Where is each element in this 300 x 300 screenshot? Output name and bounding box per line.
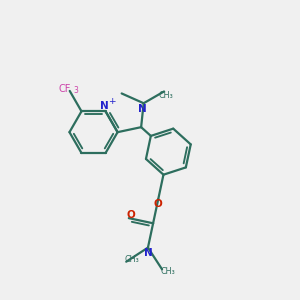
Text: +: + (108, 97, 116, 106)
Text: O: O (127, 210, 136, 220)
Text: N: N (144, 248, 152, 258)
Text: N: N (138, 103, 146, 114)
Text: CH₃: CH₃ (158, 91, 173, 100)
Text: O: O (153, 199, 162, 209)
Text: N: N (100, 101, 108, 111)
Text: CH₃: CH₃ (124, 255, 139, 264)
Text: CH₃: CH₃ (160, 267, 175, 276)
Text: 3: 3 (74, 86, 79, 95)
Text: CF: CF (58, 84, 70, 94)
